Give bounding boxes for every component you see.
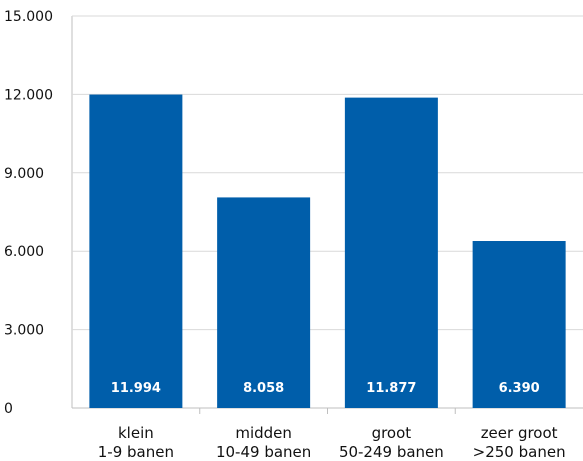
category-label: zeer groot — [481, 424, 558, 442]
bar-value-label: 6.390 — [499, 381, 540, 396]
bar — [344, 97, 438, 408]
category-label: 1-9 banen — [98, 443, 174, 461]
bar-value-label: 11.994 — [111, 381, 161, 396]
category-label: groot — [372, 424, 412, 442]
bar-value-label: 8.058 — [243, 381, 284, 396]
category-label: 50-249 banen — [339, 443, 444, 461]
category-label: klein — [118, 424, 154, 442]
bar — [89, 94, 183, 409]
y-tick-label: 15.000 — [4, 9, 53, 25]
y-tick-label: 9.000 — [4, 166, 44, 182]
y-tick-label: 3.000 — [4, 323, 44, 339]
bar — [472, 241, 566, 408]
category-label: 10-49 banen — [216, 443, 311, 461]
bar-value-label: 11.877 — [366, 381, 416, 396]
y-axis-ticks: 0 3.000 6.000 9.000 12.000 15.000 — [4, 9, 53, 417]
bars: 11.994 8.058 11.877 6.390 — [89, 94, 566, 409]
category-label: >250 banen — [473, 443, 566, 461]
y-tick-label: 12.000 — [4, 87, 53, 103]
y-tick-label: 6.000 — [4, 244, 44, 260]
bar — [217, 197, 311, 408]
y-tick-label: 0 — [4, 401, 13, 417]
category-label: midden — [235, 424, 292, 442]
